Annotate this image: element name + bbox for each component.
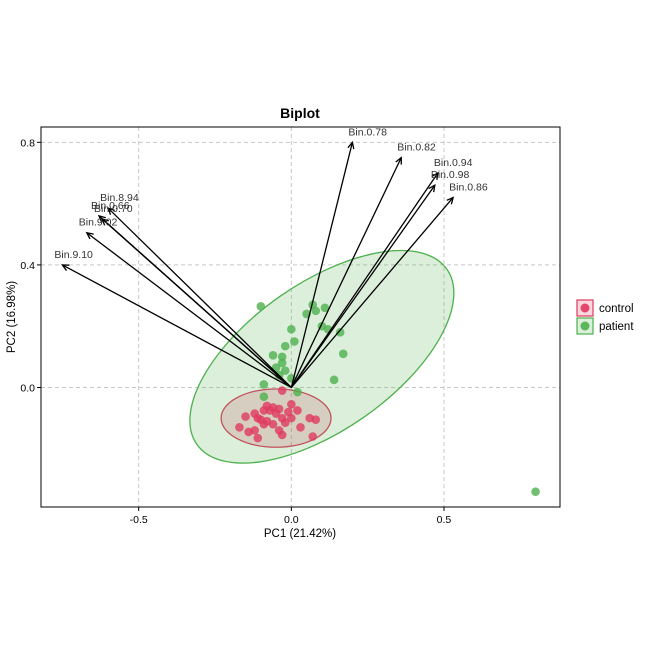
point-control-2: [250, 426, 260, 435]
point-patient-20: [259, 380, 269, 389]
x-tick-label-0: -0.5: [130, 514, 148, 526]
loading-label-Bin.9.10: Bin.9.10: [54, 249, 93, 261]
x-tick-label-1: 0.0: [284, 514, 299, 526]
arrow-head-Bin.0.82: [395, 156, 402, 165]
loading-label-Bin.0.94: Bin.0.94: [434, 157, 473, 169]
legend-dot-control: [580, 303, 590, 313]
point-control-18: [296, 423, 305, 432]
arrow-Bin.0.94: [290, 172, 439, 388]
point-control-17: [293, 406, 302, 415]
arrow-Bin.0.70: [101, 218, 292, 388]
point-patient-10: [290, 337, 299, 346]
loading-label-Bin.9.02: Bin.9.02: [79, 217, 118, 229]
legend-label-control: control: [599, 303, 634, 315]
x-axis-label: PC1 (21.42%): [264, 528, 336, 540]
plot-area: Bin.0.78 Bin.0.82 Bin.0.94Bin.0.98Bin.0.86…: [40, 126, 561, 508]
point-control-25: [268, 419, 278, 429]
loading-label-Bin.0.86: Bin.0.86: [449, 181, 488, 193]
point-patient-21: [259, 392, 269, 401]
arrow-Bin.9.10: [62, 264, 292, 389]
point-patient-19: [329, 375, 339, 385]
point-patient-3: [320, 303, 330, 313]
chart-title: Biplot: [280, 105, 320, 121]
legend: control patient: [576, 299, 634, 335]
point-control-28: [277, 386, 287, 395]
y-axis-ticks: 0.0 0.4 0.8: [20, 137, 41, 394]
loading-label-Bin.8.94: Bin.8.94: [100, 192, 139, 204]
point-patient-16: [280, 366, 290, 375]
y-axis-label: PC2 (16.98%): [6, 281, 18, 353]
x-tick-label-2: 0.5: [437, 514, 452, 526]
arrow-head-Bin.0.86: [446, 196, 455, 205]
arrow-head-Bin.0.78: [347, 140, 355, 150]
grid-lines: [41, 127, 560, 507]
arrow-head-Bin.0.70: [100, 217, 109, 226]
arrow-head-Bin.0.66: [97, 214, 106, 223]
plot-panel-border: [40, 126, 561, 508]
point-control-20: [311, 415, 321, 424]
loading-label-Bin.0.70: Bin.0.70: [94, 203, 133, 215]
point-patient-9: [287, 324, 296, 334]
loading-label-Bin.0.82: Bin.0.82: [397, 142, 436, 154]
loading-label-Bin.0.78: Bin.0.78: [348, 126, 387, 138]
point-patient-23: [531, 487, 540, 496]
point-control-14: [280, 418, 290, 428]
arrow-Bin.0.78: [290, 142, 354, 388]
point-patient-11: [280, 341, 290, 351]
point-control-24: [274, 426, 284, 435]
point-control-12: [274, 404, 284, 414]
x-axis-ticks: -0.5 0.0 0.5: [130, 507, 452, 526]
arrow-head-Bin.0.98: [428, 184, 436, 193]
point-patient-12: [268, 351, 278, 360]
point-patient-13: [277, 352, 287, 362]
arrow-head-Bin.8.94: [107, 207, 116, 216]
point-control-26: [259, 406, 269, 415]
point-patient-22: [293, 387, 302, 397]
arrow-Bin.0.82: [290, 157, 402, 388]
loading-arrows: [61, 140, 455, 389]
y-tick-label-0: 0.0: [20, 382, 35, 394]
point-control-27: [287, 400, 296, 409]
arrow-Bin.0.98: [290, 184, 436, 388]
point-control-0: [235, 423, 244, 432]
y-tick-label-1: 0.4: [20, 260, 35, 272]
arrow-Bin.8.94: [107, 207, 292, 388]
point-patient-15: [277, 358, 287, 368]
arrow-head-Bin.9.02: [85, 231, 94, 240]
point-patient-2: [311, 306, 321, 316]
arrow-head-Bin.0.94: [431, 171, 439, 180]
point-patient-7: [335, 328, 345, 337]
loading-label-Bin.0.66: Bin.0.66: [91, 200, 130, 212]
arrow-head-Bin.9.10: [61, 264, 70, 271]
arrow-Bin.9.02: [86, 232, 292, 389]
point-control-3: [253, 433, 263, 443]
point-control-4: [241, 412, 250, 421]
point-patient-0: [256, 301, 266, 311]
point-patient-8: [338, 349, 348, 359]
loading-labels: Bin.0.78 Bin.0.82 Bin.0.94Bin.0.98Bin.0.86…: [54, 126, 487, 261]
point-control-21: [308, 432, 318, 441]
point-control-29: [253, 413, 263, 423]
legend-dot-patient: [580, 321, 590, 331]
legend-label-patient: patient: [599, 321, 634, 333]
loading-label-Bin.0.98: Bin.0.98: [431, 169, 470, 181]
y-tick-label-2: 0.8: [20, 137, 35, 149]
arrow-Bin.0.86: [290, 197, 454, 388]
point-control-16: [287, 413, 296, 423]
